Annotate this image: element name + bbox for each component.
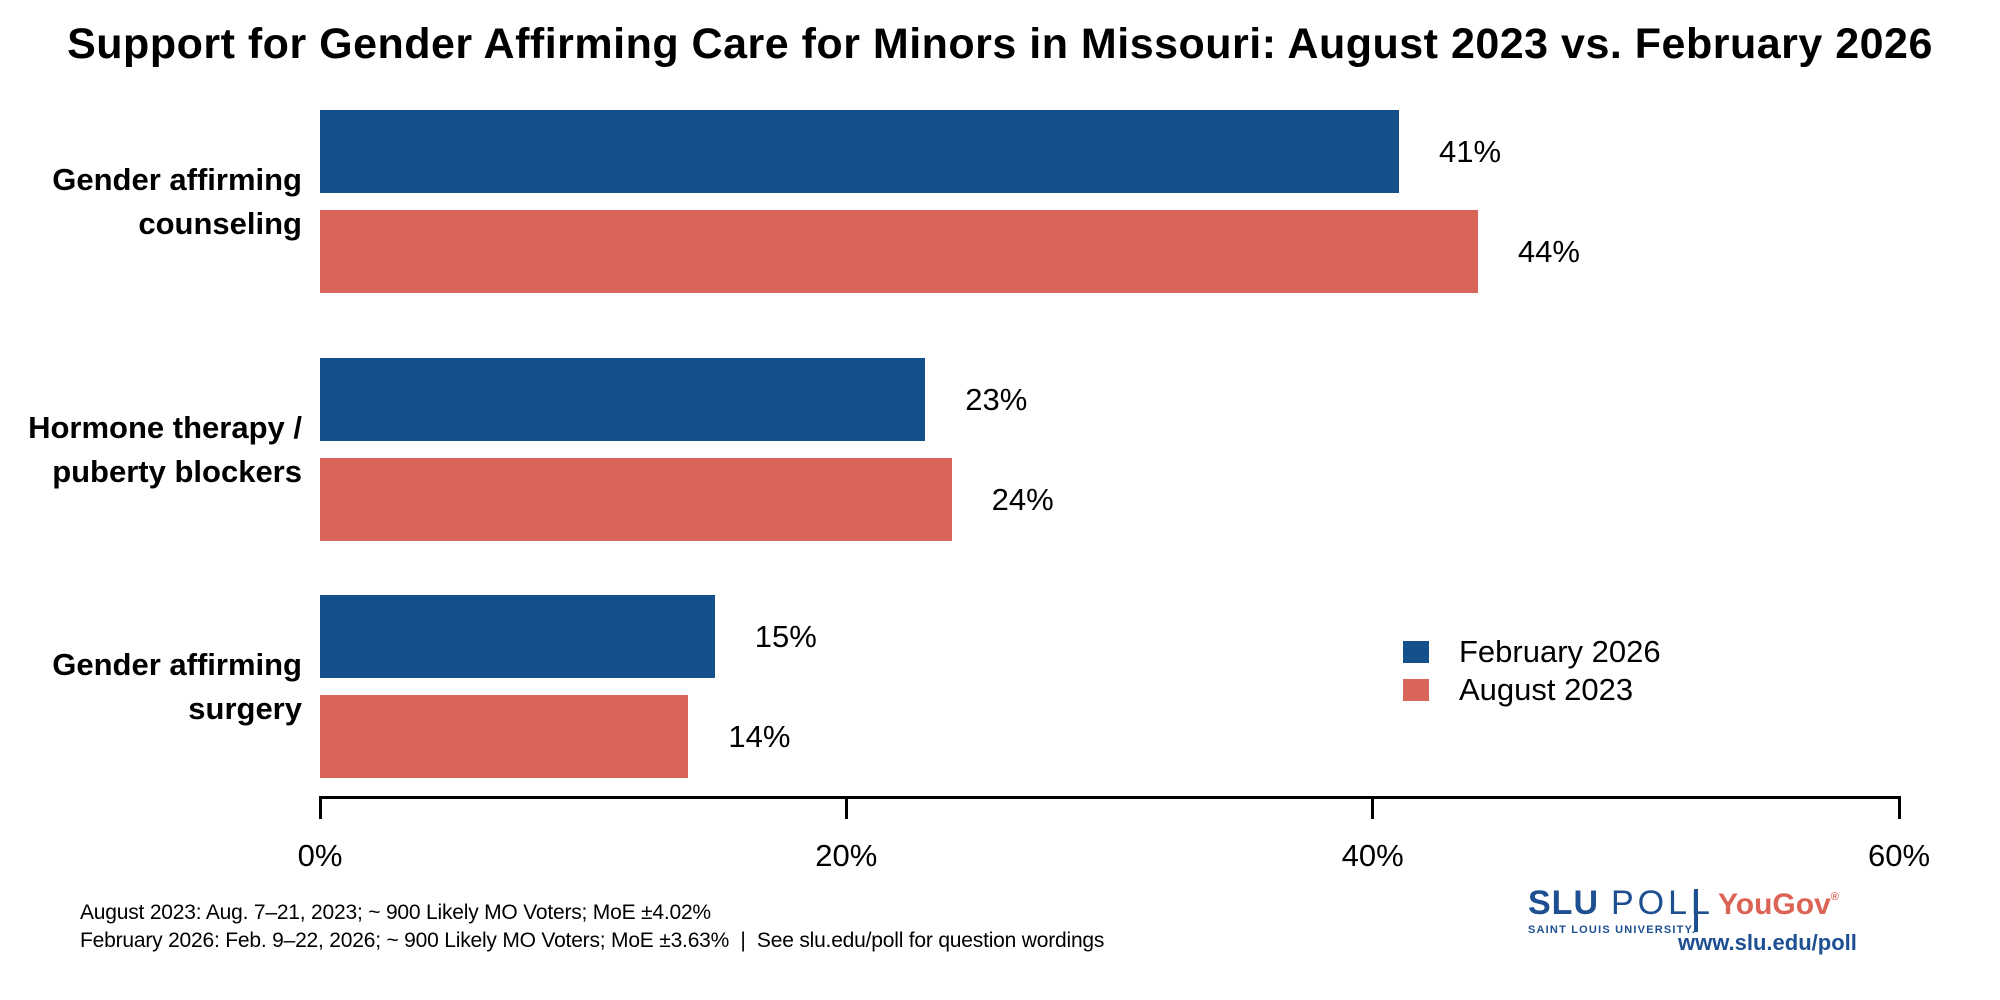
legend-swatch-february-2026 (1403, 641, 1429, 663)
bar-february-2026-hormone-therapy-puberty-blockers (320, 358, 926, 441)
legend-item-february-2026: February 2026 (1403, 633, 1661, 671)
saint-louis-university-text: SAINT LOUIS UNIVERSITY. (1528, 924, 1697, 936)
registered-mark: ® (1830, 891, 1839, 903)
bar-february-2026-gender-affirming-surgery (320, 595, 715, 678)
value-label-february-2026-hormone-therapy-puberty-blockers: 23% (965, 381, 1028, 417)
slu-poll-url: www.slu.edu/poll (1678, 930, 1857, 955)
x-tick-label-20: 20% (815, 838, 878, 873)
category-label-gender-affirming-counseling: Gender affirming counseling (52, 161, 302, 241)
legend-label-august-2023: August 2023 (1459, 672, 1634, 707)
x-tick-20 (844, 796, 848, 819)
value-label-august-2023-gender-affirming-surgery: 14% (728, 718, 791, 754)
methodology-line-2: February 2026: Feb. 9–22, 2026; ~ 900 Li… (80, 928, 1105, 952)
legend-item-august-2023: August 2023 (1403, 671, 1661, 709)
methodology-line-1: August 2023: Aug. 7–21, 2023; ~ 900 Like… (80, 901, 711, 924)
value-label-february-2026-gender-affirming-counseling: 41% (1438, 133, 1502, 169)
x-axis-line (319, 796, 1901, 799)
category-label-gender-affirming-surgery: Gender affirming surgery (52, 646, 302, 726)
value-label-february-2026-gender-affirming-surgery: 15% (754, 618, 817, 654)
category-label-hormone-therapy-puberty-blockers: Hormone therapy / puberty blockers (28, 409, 302, 489)
value-label-august-2023-hormone-therapy-puberty-blockers: 24% (991, 481, 1054, 517)
logo-divider (1694, 889, 1698, 932)
legend-label-february-2026: February 2026 (1459, 634, 1661, 669)
legend-swatch-august-2023 (1403, 679, 1429, 701)
x-tick-60 (1897, 796, 1901, 819)
slu-poll-logo: SLU POLL SAINT LOUIS UNIVERSITY. (1528, 884, 1714, 936)
value-label-august-2023-gender-affirming-counseling: 44% (1517, 233, 1580, 269)
bar-february-2026-gender-affirming-counseling (320, 110, 1399, 193)
chart-legend: February 2026 August 2023 (1403, 633, 1661, 709)
bar-august-2023-gender-affirming-surgery (320, 695, 689, 778)
chart-title: Support for Gender Affirming Care for Mi… (67, 20, 1933, 68)
bar-august-2023-hormone-therapy-puberty-blockers (320, 458, 952, 541)
yougov-logo: YouGov® (1718, 888, 1839, 921)
methodology-note: August 2023: Aug. 7–21, 2023; ~ 900 Like… (80, 899, 1104, 954)
x-tick-label-40: 40% (1341, 838, 1404, 873)
x-tick-label-0: 0% (297, 838, 343, 873)
poll-logo-text: POLL (1611, 884, 1714, 922)
bar-august-2023-gender-affirming-counseling (320, 210, 1478, 293)
x-tick-label-60: 60% (1867, 838, 1931, 873)
slu-logo-text: SLU (1528, 884, 1599, 922)
x-tick-0 (318, 796, 322, 819)
x-tick-40 (1371, 796, 1375, 819)
